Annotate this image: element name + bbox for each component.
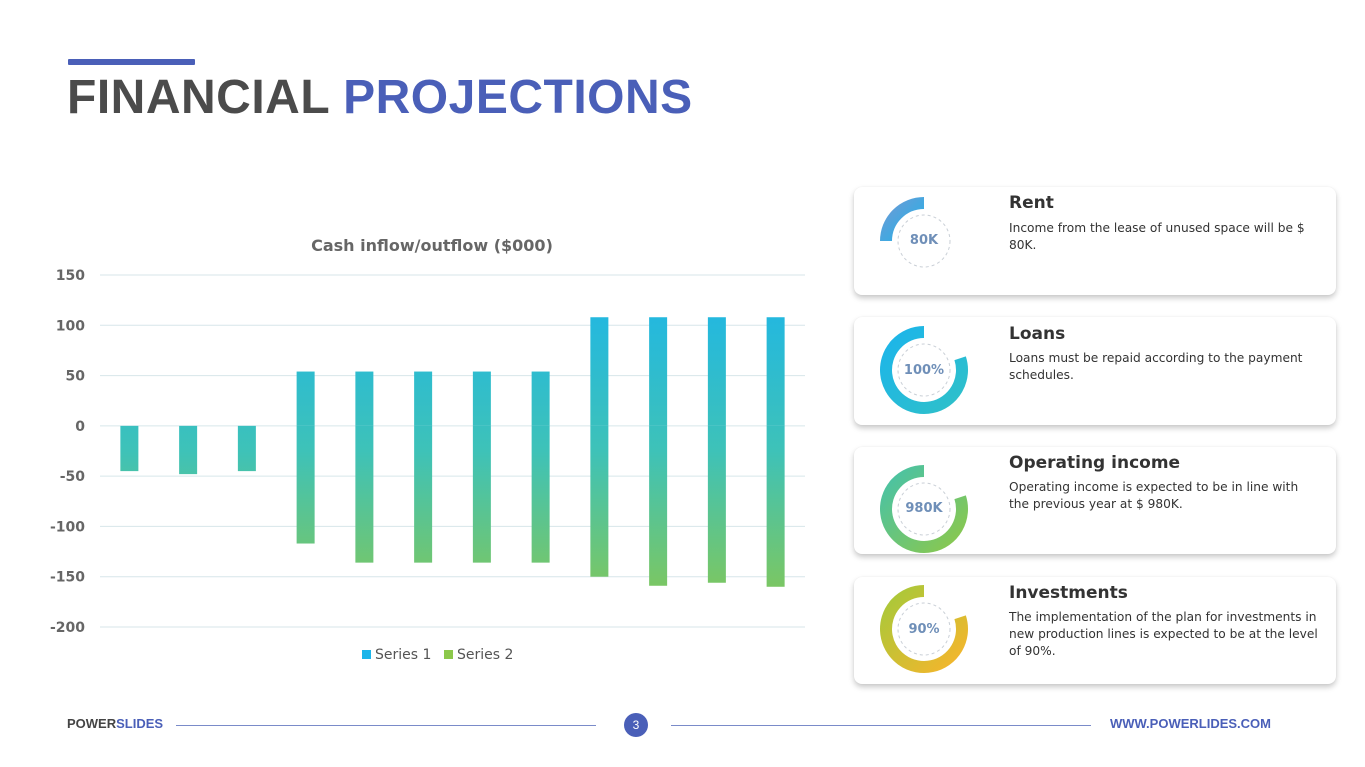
y-tick-label: -150 (50, 570, 85, 586)
donut-rent: 80K (874, 191, 974, 291)
card-investments-value: 90% (908, 622, 940, 637)
donut-inner-dashed-ring (897, 343, 951, 397)
y-tick-label: 150 (56, 268, 85, 284)
card-rent-description: Income from the lease of unused space wi… (1009, 221, 1305, 252)
donut-inner-dashed-ring (897, 602, 951, 656)
card-rent: 80K Rent Income from the lease of unused… (854, 187, 1336, 295)
bar-series-2 (707, 425, 726, 583)
chart-legend: Series 1 Series 2 (362, 647, 513, 663)
card-rent-title: Rent (1009, 193, 1054, 213)
legend-swatch-1 (362, 650, 371, 659)
legend-label-2: Series 2 (457, 647, 513, 663)
card-operating-income-description: Operating income is expected to be in li… (1009, 480, 1299, 511)
bar-series-1 (649, 317, 668, 426)
donut-progress-arc (880, 197, 925, 242)
donut-inner-dashed-ring (897, 482, 951, 536)
bar-series-2 (355, 425, 374, 563)
bar-series-2 (237, 425, 256, 472)
bar-series-2 (531, 425, 550, 563)
donut-progress-arc (880, 326, 968, 414)
card-investments-description: The implementation of the plan for inves… (1009, 610, 1318, 658)
bar-series-1 (296, 371, 315, 426)
footer-divider-left (176, 725, 596, 726)
bar-series-1 (531, 371, 550, 426)
bar-series-1 (414, 371, 433, 426)
footer-brand: POWERSLIDES (67, 716, 163, 731)
y-tick-label: -100 (50, 519, 85, 535)
card-investments: 90% Investments The implementation of th… (854, 577, 1336, 684)
card-loans: 100% Loans Loans must be repaid accordin… (854, 317, 1336, 425)
card-operating-income-value: 980K (905, 501, 943, 516)
card-investments-title: Investments (1009, 583, 1128, 603)
donut-operating-income-svg (880, 465, 968, 553)
donut-loans: 100% (874, 320, 974, 420)
donut-investments-svg (880, 585, 968, 673)
chart-title: Cash inflow/outflow ($000) (311, 236, 553, 255)
bar-series-2 (590, 425, 609, 577)
bars (120, 317, 785, 587)
bar-series-2 (296, 425, 315, 544)
bar-series-2 (472, 425, 491, 563)
footer-divider-right (671, 725, 1091, 726)
card-loans-value: 100% (903, 363, 945, 378)
donut-inner-dashed-ring (897, 214, 951, 268)
card-loans-title: Loans (1009, 324, 1066, 344)
slide-title: FINANCIAL PROJECTIONS (67, 70, 693, 125)
title-part-2: PROJECTIONS (343, 71, 693, 124)
page-number: 3 (624, 713, 648, 737)
bar-series-1 (590, 317, 609, 426)
bar-series-1 (472, 371, 491, 426)
footer-url[interactable]: WWW.POWERLIDES.COM (1109, 716, 1271, 731)
y-tick-label: 100 (56, 318, 85, 334)
legend-swatch-2 (444, 650, 453, 659)
title-part-1: FINANCIAL (67, 71, 330, 124)
bar-series-1 (355, 371, 374, 426)
donut-progress-arc (880, 465, 968, 553)
y-tick-label: -50 (60, 469, 86, 485)
y-tick-label: 0 (75, 419, 85, 435)
donut-loans-svg (880, 326, 968, 414)
donut-progress-arc (880, 585, 968, 673)
bar-series-2 (649, 425, 668, 586)
bar-series-2 (120, 425, 139, 472)
bar-series-2 (766, 425, 785, 587)
y-axis-ticks: 150 100 50 0 -50 -100 -150 -200 (50, 268, 85, 636)
donut-rent-svg (880, 197, 951, 268)
chart-svg: 150 100 50 0 -50 -100 -150 -200 Cash inflow/out… (50, 236, 805, 663)
grid-lines (100, 274, 805, 628)
bar-series-2 (179, 425, 198, 475)
card-operating-income-title: Operating income (1009, 453, 1181, 473)
card-rent-value: 80K (909, 233, 939, 248)
card-operating-income: 980K Operating income Operating income i… (854, 447, 1336, 554)
donut-operating-income: 980K (874, 459, 974, 559)
card-loans-description: Loans must be repaid according to the pa… (1009, 351, 1303, 382)
bar-series-1 (766, 317, 785, 426)
footer-brand-part-2: SLIDES (116, 716, 164, 731)
y-tick-label: -200 (50, 620, 85, 636)
cashflow-chart: 150 100 50 0 -50 -100 -150 -200 Cash inflow/out… (40, 225, 830, 685)
footer-brand-part-1: POWER (67, 716, 117, 731)
donut-investments: 90% (874, 579, 974, 679)
y-tick-label: 50 (66, 369, 86, 385)
bar-series-2 (414, 425, 433, 563)
legend-label-1: Series 1 (375, 647, 431, 663)
title-accent-bar (68, 59, 195, 65)
bar-series-1 (707, 317, 726, 426)
